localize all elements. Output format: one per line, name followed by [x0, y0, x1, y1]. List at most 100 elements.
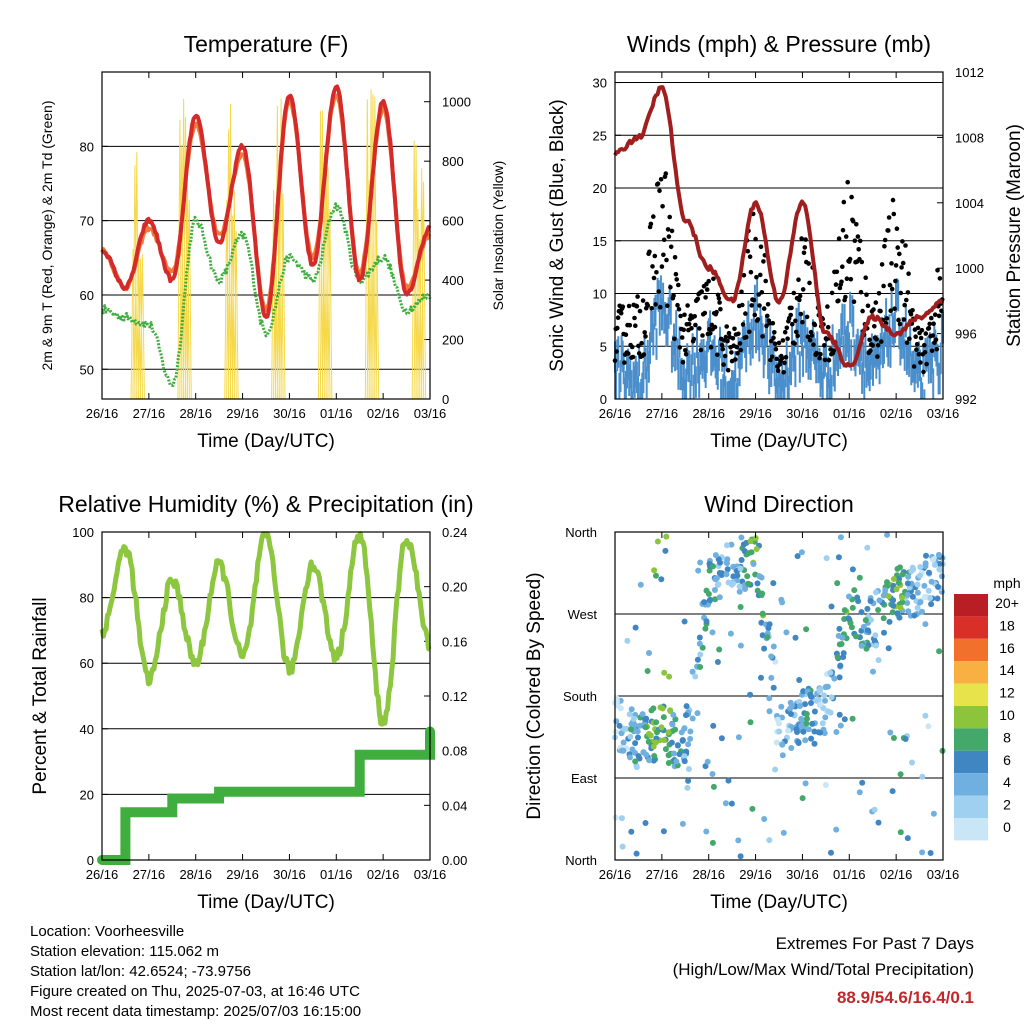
dir-point: [884, 579, 890, 586]
wind-gust-point: [749, 303, 754, 308]
wind-gust-point: [882, 244, 887, 249]
temp-solar-ytick-right-label: 600: [442, 214, 464, 229]
wind-gust-point: [761, 259, 766, 264]
dir-point: [934, 595, 941, 602]
dir-point: [809, 720, 816, 727]
rh-ylabel-left: Percent & Total Rainfall: [30, 597, 51, 794]
temp-solar-ytick-right-label: 200: [442, 333, 464, 348]
wind-gust-point: [679, 335, 685, 340]
wind-gust-point: [738, 347, 743, 353]
wind-gust-point: [663, 171, 669, 176]
dir-xlabel: Time (Day/UTC): [710, 892, 848, 913]
dir-point: [672, 726, 679, 733]
dir-point: [919, 773, 926, 780]
wind-gust-point: [627, 322, 633, 328]
temp-ytick-label: 70: [80, 214, 94, 229]
wind-gust-point: [879, 339, 884, 344]
wind-gust-point: [773, 346, 779, 352]
wind-gust-point: [935, 268, 940, 273]
wind-gust-point: [897, 251, 902, 257]
wind-gust-point: [863, 275, 868, 281]
wind-gust-point: [905, 290, 911, 295]
rh-xtick-label: 26/16: [86, 867, 119, 882]
dir-point: [858, 609, 865, 616]
dir-point: [670, 750, 677, 757]
dir-point: [864, 605, 871, 612]
dir-point: [849, 604, 856, 611]
dir-point: [681, 618, 688, 625]
dir-point: [653, 572, 659, 579]
dir-point: [716, 570, 723, 576]
dir-point: [718, 735, 725, 742]
wind-gust-point: [765, 313, 770, 319]
temp-title: Temperature (F): [184, 31, 349, 57]
wind-gust-point: [929, 348, 935, 354]
wind-gust-point: [669, 228, 675, 234]
wind-gust-point: [936, 313, 942, 319]
dir-legend-label: 20+: [995, 595, 1019, 611]
wind-gust-point: [793, 329, 799, 335]
wind-gust-point: [615, 315, 621, 321]
wind-gust-point: [685, 303, 690, 308]
wind-gust-point: [775, 368, 781, 374]
wind-gust-point: [754, 274, 759, 280]
temp-solar-ytick-right-label: 400: [442, 273, 464, 288]
dir-point: [766, 837, 773, 844]
dir-point: [650, 743, 657, 750]
wind-gust-point: [933, 337, 939, 343]
dir-point: [612, 728, 619, 735]
wind-gust-point: [843, 234, 849, 239]
wind-gust-point: [753, 236, 758, 242]
dir-point: [766, 621, 773, 628]
rh-series: [99, 531, 432, 727]
wind-gust-point: [634, 304, 640, 309]
dir-point: [794, 553, 801, 560]
temp-solar-ytick-right-label: 800: [442, 154, 464, 169]
wind-gust-point: [763, 278, 768, 284]
dir-point: [627, 754, 633, 761]
dir-point: [635, 734, 641, 741]
wind-gust-point: [829, 290, 835, 296]
wind-gust-point: [792, 341, 797, 346]
wind-gust-point: [779, 355, 785, 361]
wind-gust-point: [656, 289, 661, 294]
dir-point: [628, 726, 634, 733]
wind-gust-point: [757, 303, 762, 308]
wind-frame: [614, 71, 944, 400]
wind-gust-point: [840, 227, 846, 233]
temp-ylabel-left: 2m & 9m T (Red, Orange) & 2m Td (Green): [39, 101, 55, 371]
dir-point: [864, 627, 871, 634]
wind-pressure-ytick-right-label: 992: [955, 392, 977, 407]
wind-gust-point: [908, 312, 914, 317]
wind-gust-point: [730, 336, 736, 341]
dir-point: [658, 576, 665, 583]
wind-gust-point: [758, 244, 764, 250]
dir-point: [939, 573, 945, 580]
wind-gust-point: [817, 355, 822, 361]
dir-point: [798, 722, 805, 729]
wind-gust-point: [717, 300, 722, 305]
rh-xtick-label: 02/16: [367, 867, 400, 882]
wind-gust-point: [655, 181, 661, 186]
dir-point: [628, 706, 635, 713]
wind-gust-point: [847, 256, 853, 262]
dir-point: [936, 566, 943, 573]
wind-gust-point: [924, 361, 929, 367]
dir-point: [802, 737, 809, 744]
dir-point: [783, 629, 790, 636]
dir-point: [627, 733, 634, 740]
dir-point: [817, 701, 824, 707]
dir-point: [914, 581, 921, 588]
temp-ytick-label: 80: [80, 139, 94, 154]
dir-point: [846, 593, 852, 600]
dir-point: [899, 594, 906, 601]
dir-point: [738, 534, 745, 541]
wind-gust-point: [913, 334, 918, 340]
dir-point: [909, 593, 916, 600]
dir-point: [761, 816, 768, 822]
wind-gust-point: [626, 351, 631, 356]
dir-point: [618, 730, 625, 737]
dir-point: [689, 715, 696, 722]
dir-point: [805, 726, 812, 733]
dir-point: [646, 650, 652, 656]
